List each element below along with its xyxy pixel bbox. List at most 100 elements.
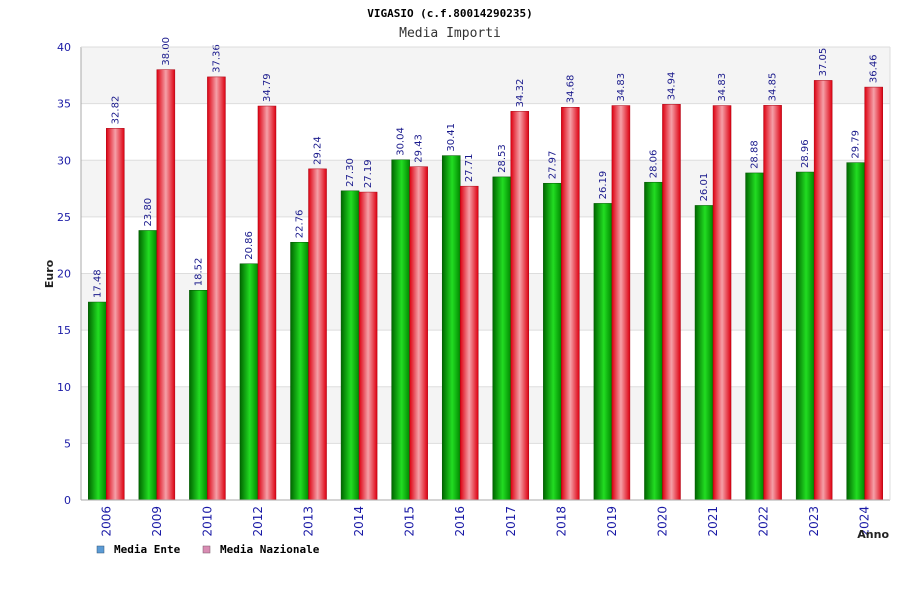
bar-media-nazionale	[409, 166, 428, 501]
bar-media-ente	[593, 203, 613, 501]
data-label-media-nazionale: 34.83	[717, 73, 728, 102]
data-label-media-ente: 28.06	[648, 150, 659, 179]
data-label-media-ente: 20.86	[244, 231, 255, 260]
data-label-media-ente: 27.97	[547, 151, 558, 180]
x-tick-label: 2013	[302, 506, 316, 537]
data-label-media-nazionale: 27.71	[464, 154, 475, 183]
data-label-media-nazionale: 34.85	[768, 73, 779, 102]
data-label-media-ente: 28.88	[750, 140, 761, 169]
legend-swatch-media-nazionale	[202, 545, 211, 554]
bar-media-nazionale	[712, 105, 732, 501]
y-tick-label: 35	[57, 98, 71, 111]
data-label-media-nazionale: 34.68	[565, 75, 576, 104]
data-label-media-ente: 23.80	[143, 198, 154, 227]
bar-media-ente	[795, 171, 815, 501]
bar-media-ente	[644, 181, 663, 501]
bar-media-ente	[239, 263, 259, 501]
data-label-media-ente: 28.96	[800, 139, 811, 168]
y-tick-label: 20	[57, 268, 71, 281]
y-tick-label: 40	[57, 41, 71, 54]
data-label-media-nazionale: 29.43	[414, 134, 425, 163]
x-tick-label: 2014	[352, 506, 366, 537]
data-label-media-ente: 26.19	[598, 171, 609, 200]
data-label-media-ente: 26.01	[699, 173, 710, 202]
x-tick-label: 2021	[706, 506, 720, 537]
data-label-media-nazionale: 34.32	[515, 79, 526, 108]
x-tick-label: 2006	[99, 506, 113, 537]
bar-media-nazionale	[358, 191, 378, 501]
x-tick-label: 2017	[504, 506, 518, 537]
bar-media-nazionale	[510, 111, 530, 501]
bar-media-nazionale	[662, 104, 681, 501]
bar-media-nazionale	[611, 105, 631, 501]
data-label-media-nazionale: 34.83	[616, 73, 627, 102]
x-tick-label: 2019	[605, 506, 619, 537]
data-label-media-ente: 18.52	[193, 258, 204, 287]
chart-subtitle: Media Importi	[399, 26, 501, 41]
x-tick-label: 2015	[403, 506, 417, 537]
bar-media-ente	[290, 241, 309, 501]
data-label-media-nazionale: 38.00	[161, 37, 172, 66]
data-label-media-ente: 30.04	[396, 127, 407, 156]
y-tick-label: 0	[64, 494, 71, 507]
bar-media-ente	[492, 176, 512, 501]
x-tick-label: 2020	[655, 506, 669, 537]
y-tick-label: 25	[57, 211, 71, 224]
x-tick-label: 2022	[757, 506, 771, 537]
bar-media-ente	[340, 190, 360, 501]
data-label-media-nazionale: 36.46	[869, 54, 880, 83]
bar-media-nazionale	[207, 76, 226, 501]
legend: Media Ente Media Nazionale	[96, 543, 320, 556]
x-tick-label: 2024	[858, 506, 872, 537]
bar-media-nazionale	[813, 80, 833, 501]
y-tick-label: 30	[57, 154, 71, 167]
axes: 0 5 10 15 20 25 30 35 40 2006 2009 2010 2012 2013 2014…	[57, 41, 891, 537]
legend-label-media-ente: Media Ente	[114, 543, 181, 556]
data-label-media-nazionale: 27.19	[363, 159, 374, 188]
data-label-media-ente: 22.76	[295, 210, 306, 239]
x-tick-label: 2009	[150, 506, 164, 537]
bar-media-nazionale	[106, 128, 125, 501]
data-labels: 17.48 32.82 23.80 38.00 18.52 37.36 20.86 34.79…	[92, 37, 879, 298]
y-tick-label: 10	[57, 381, 71, 394]
bar-media-nazionale	[156, 69, 176, 501]
bar-media-ente	[543, 182, 562, 501]
data-label-media-ente: 17.48	[92, 269, 103, 298]
x-tick-label: 2023	[807, 506, 821, 537]
data-label-media-nazionale: 29.24	[313, 136, 324, 165]
data-label-media-ente: 30.41	[446, 123, 457, 152]
x-tick-label: 2012	[251, 506, 265, 537]
bar-media-ente	[441, 155, 461, 501]
data-label-media-nazionale: 34.79	[262, 73, 273, 102]
y-tick-label: 5	[64, 437, 71, 450]
bar-media-ente	[138, 230, 158, 501]
bar-media-nazionale	[561, 106, 580, 501]
legend-swatch-media-ente	[96, 545, 105, 554]
x-axis-label: Anno	[857, 528, 889, 541]
data-label-media-nazionale: 34.94	[666, 72, 677, 101]
bar-media-ente	[189, 290, 208, 501]
data-label-media-ente: 27.30	[345, 158, 356, 187]
bar-media-nazionale	[864, 86, 883, 501]
bars	[88, 69, 883, 501]
data-label-media-ente: 28.53	[497, 144, 508, 173]
y-tick-label: 15	[57, 324, 71, 337]
bar-media-ente	[846, 162, 865, 501]
legend-label-media-nazionale: Media Nazionale	[220, 543, 320, 556]
bar-media-ente	[88, 301, 107, 501]
data-label-media-nazionale: 37.36	[211, 44, 222, 73]
chart-title: VIGASIO (c.f.80014290235)	[367, 7, 533, 20]
bar-media-nazionale	[459, 185, 479, 501]
x-tick-label: 2010	[200, 506, 214, 537]
bar-media-ente	[745, 172, 764, 501]
x-tick-label: 2016	[453, 506, 467, 537]
bar-media-nazionale	[763, 105, 782, 501]
bar-media-nazionale	[257, 105, 277, 501]
x-tick-label: 2018	[554, 506, 568, 537]
y-axis-label: Euro	[43, 259, 56, 288]
bar-media-ente	[694, 205, 714, 501]
bar-media-ente	[391, 159, 410, 501]
data-label-media-nazionale: 37.05	[818, 48, 829, 77]
